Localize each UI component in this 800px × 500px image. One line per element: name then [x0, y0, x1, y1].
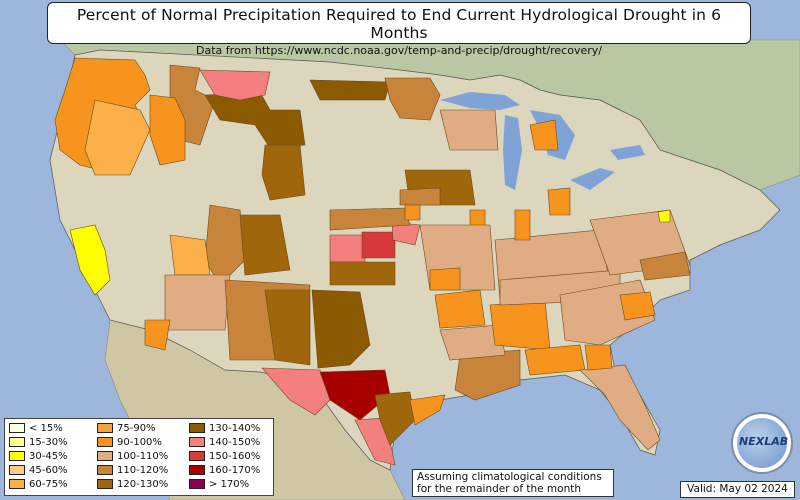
region-oh-orange	[547, 187, 571, 216]
legend-swatch	[189, 451, 205, 461]
legend-item: 140-150%	[189, 437, 260, 449]
legend-swatch	[189, 423, 205, 433]
legend-swatch	[9, 437, 25, 447]
map-subtitle: Data from https://www.ncdc.noaa.gov/temp…	[196, 44, 602, 57]
legend-swatch	[189, 437, 205, 447]
lake-erie	[570, 168, 615, 190]
legend-swatch	[9, 423, 25, 433]
legend-item: 30-45%	[9, 451, 68, 463]
region-az-orange	[169, 234, 211, 276]
logo-text: NEXLAB	[739, 435, 789, 448]
lake-ontario	[610, 145, 645, 160]
region-tx-pink	[261, 367, 331, 416]
legend-swatch	[97, 437, 113, 447]
region-ia-orange	[404, 204, 421, 221]
region-nc-brown	[639, 251, 691, 281]
region-ar-orange	[429, 267, 461, 291]
region-az-light	[164, 274, 231, 331]
legend-swatch	[189, 479, 205, 489]
legend: < 15% 15-30% 30-45% 45-60% 60-75% 75-90%…	[4, 418, 274, 496]
region-in-orange	[514, 209, 531, 241]
legend-swatch	[97, 465, 113, 475]
legend-item: 120-130%	[97, 479, 168, 491]
region-tx-red	[319, 369, 391, 421]
valid-date: Valid: May 02 2024	[680, 481, 795, 498]
legend-item: 45-60%	[9, 465, 68, 477]
legend-item: 150-160%	[189, 451, 260, 463]
legend-swatch	[97, 423, 113, 433]
legend-item: 100-110%	[97, 451, 168, 463]
region-ok-brown	[329, 261, 396, 286]
region-ne-brown	[329, 207, 411, 231]
region-mt-pink	[199, 69, 271, 101]
region-co-brown	[239, 214, 291, 276]
region-md-yellow	[657, 209, 671, 223]
region-al-orange	[489, 299, 551, 351]
legend-swatch	[9, 465, 25, 475]
legend-item: 130-140%	[189, 423, 260, 435]
region-wi-light	[439, 109, 499, 151]
region-az-orange-south	[144, 319, 171, 351]
region-nm-dark	[264, 289, 311, 366]
legend-item: < 15%	[9, 423, 63, 435]
legend-item: 160-170%	[189, 465, 260, 477]
region-sc-orange	[619, 291, 656, 321]
region-ms-orange	[434, 289, 486, 329]
region-nd-dark	[309, 79, 391, 101]
region-ne-pink	[391, 221, 421, 246]
legend-swatch	[9, 451, 25, 461]
map-title: Percent of Normal Precipitation Required…	[76, 6, 722, 42]
note-line-1: Assuming climatological conditions	[417, 471, 602, 483]
region-fl-light	[579, 364, 661, 451]
region-mi-orange	[529, 119, 559, 151]
title-box: Percent of Normal Precipitation Required…	[47, 2, 751, 57]
region-wy-brown	[261, 144, 306, 201]
region-tx-brown	[374, 391, 416, 446]
legend-swatch	[9, 479, 25, 489]
region-mt-dark	[204, 91, 306, 149]
region-wa-light	[84, 99, 151, 176]
nexlab-logo: NEXLAB	[731, 412, 793, 474]
legend-item: 90-100%	[97, 437, 162, 449]
region-mn-brown	[384, 77, 441, 121]
legend-item: > 170%	[189, 479, 249, 491]
legend-swatch	[189, 465, 205, 475]
lake-michigan	[503, 115, 522, 190]
legend-item: 75-90%	[97, 423, 156, 435]
note-line-2: for the remainder of the month	[417, 483, 582, 495]
legend-item: 15-30%	[9, 437, 68, 449]
legend-item: 60-75%	[9, 479, 68, 491]
region-id-orange	[149, 94, 186, 166]
region-ks-pink	[329, 234, 366, 263]
region-la-brown	[454, 349, 521, 401]
region-ks-red	[361, 231, 396, 259]
assumption-note: Assuming climatological conditions for t…	[412, 469, 614, 497]
region-ga-orange	[524, 344, 586, 376]
logo-globe-icon	[737, 418, 787, 468]
region-ca-yellow	[69, 224, 111, 296]
region-tx-coast-orange	[409, 394, 446, 426]
region-fl-orange	[584, 344, 613, 371]
legend-swatch	[97, 479, 113, 489]
lake-superior	[440, 92, 520, 110]
legend-swatch	[97, 451, 113, 461]
legend-item: 110-120%	[97, 465, 168, 477]
region-la-light	[439, 324, 506, 361]
region-tx-dark	[311, 289, 371, 369]
region-ia-light	[399, 187, 441, 206]
